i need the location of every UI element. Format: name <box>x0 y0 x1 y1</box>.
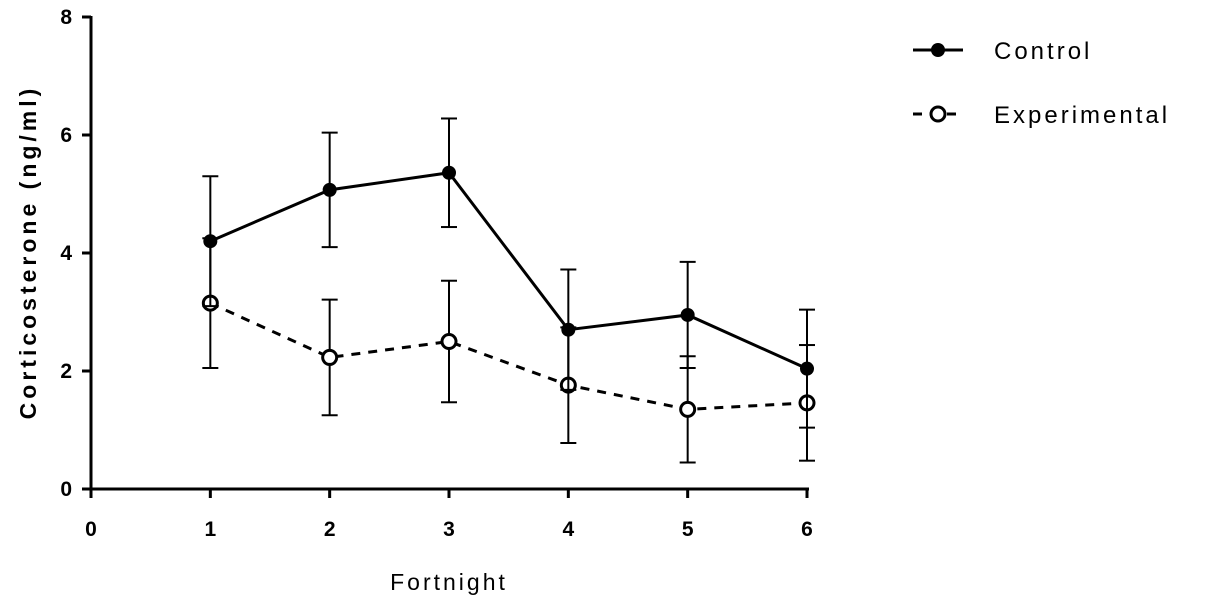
x-tick-label: 5 <box>682 518 694 541</box>
y-tick-label: 6 <box>60 124 72 147</box>
data-point <box>561 322 576 337</box>
y-axis-ticks: 0 2 4 6 8 <box>60 6 91 501</box>
x-tick-label: 2 <box>324 518 336 541</box>
y-axis-title: Corticosterone (ng/ml) <box>15 85 41 420</box>
data-point <box>442 165 456 180</box>
x-axis-title: Fortnight <box>390 569 508 595</box>
series-line <box>209 171 808 371</box>
legend-control-label: Control <box>994 38 1092 65</box>
x-tick-label: 3 <box>443 518 455 541</box>
x-tick-label: 6 <box>801 518 813 541</box>
x-tick-label: 1 <box>204 518 216 541</box>
x-axis: 0 1 2 3 4 5 6 <box>85 487 813 541</box>
y-tick-label: 2 <box>60 360 72 383</box>
data-point <box>800 361 814 376</box>
data-point <box>321 348 339 366</box>
series-layer <box>201 117 816 464</box>
x-axis-ticks: 0 1 2 3 4 5 6 <box>85 489 813 541</box>
data-point <box>680 307 695 322</box>
legend-item-experimental: Experimental <box>913 102 1170 129</box>
data-point <box>440 333 458 350</box>
series-control <box>202 117 815 429</box>
y-tick-label: 4 <box>60 242 72 265</box>
data-point <box>322 182 337 197</box>
x-tick-label: 4 <box>562 518 574 541</box>
data-point <box>203 234 218 249</box>
series-experimental <box>201 237 816 464</box>
legend-control-marker <box>931 43 945 57</box>
y-tick-label: 0 <box>60 478 72 501</box>
x-tick-label: 0 <box>85 518 97 541</box>
legend-experimental-label: Experimental <box>994 102 1170 129</box>
y-tick-label: 8 <box>60 6 72 29</box>
series-line <box>209 301 808 411</box>
legend-item-control: Control <box>913 38 1092 65</box>
y-axis: 0 2 4 6 8 <box>60 6 93 501</box>
legend-experimental-marker <box>929 105 947 123</box>
data-point <box>679 400 697 418</box>
legend: Control Experimental <box>913 38 1170 129</box>
